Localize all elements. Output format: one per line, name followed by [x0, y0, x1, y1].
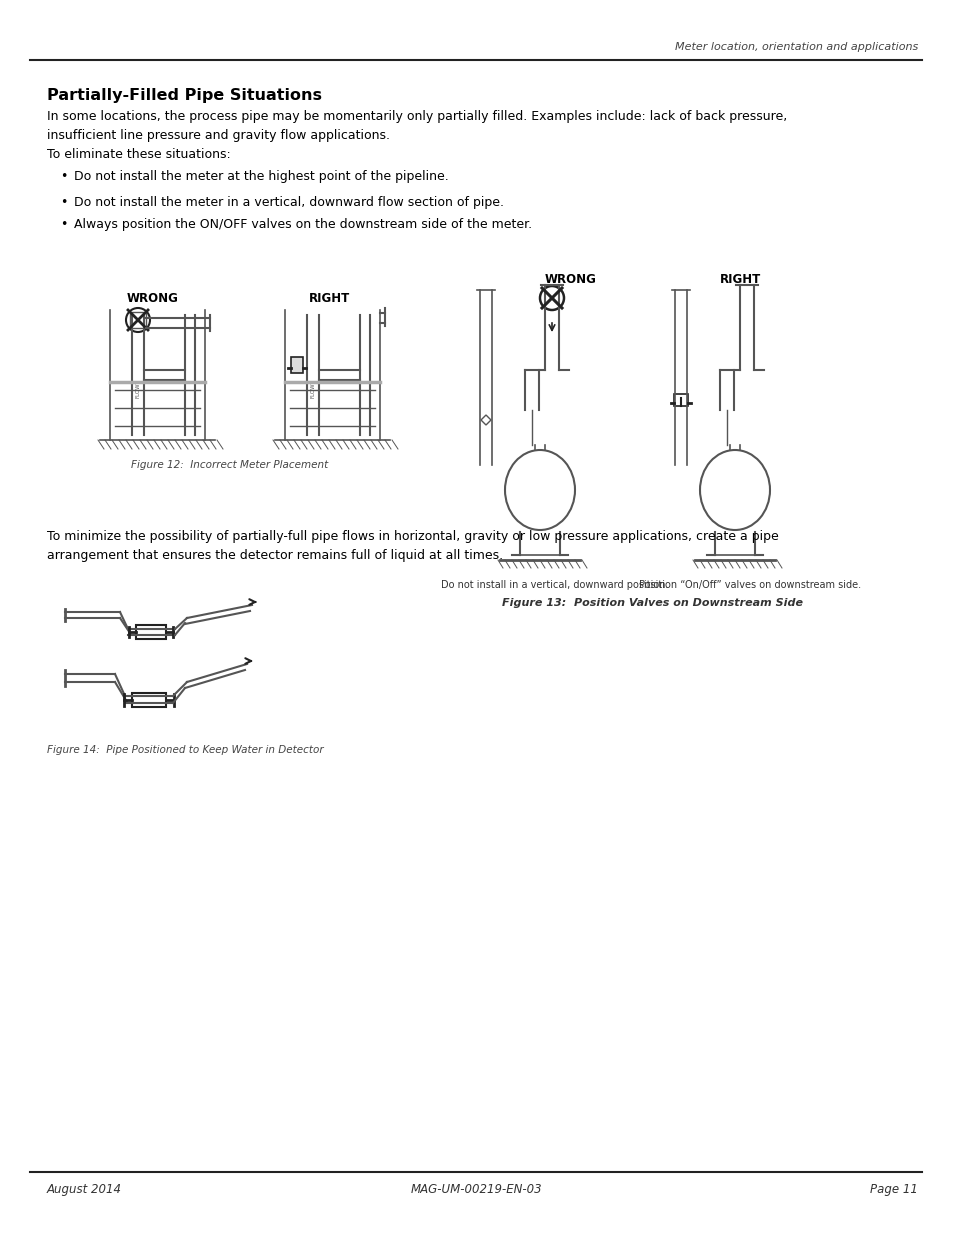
Text: WRONG: WRONG [127, 291, 179, 305]
Text: Position “On/Off” valves on downstream side.: Position “On/Off” valves on downstream s… [639, 580, 861, 590]
Text: Do not install in a vertical, downward position.: Do not install in a vertical, downward p… [441, 580, 668, 590]
Text: Always position the ON/OFF valves on the downstream side of the meter.: Always position the ON/OFF valves on the… [74, 219, 532, 231]
Bar [673, 394, 687, 406]
Text: Page 11: Page 11 [869, 1183, 917, 1195]
Bar [291, 357, 303, 373]
Text: FLOW: FLOW [310, 382, 315, 398]
Bar [130, 312, 146, 329]
Text: Figure 13:  Position Valves on Downstream Side: Figure 13: Position Valves on Downstream… [501, 598, 802, 608]
Text: RIGHT: RIGHT [309, 291, 351, 305]
Bar [136, 625, 167, 638]
Text: August 2014: August 2014 [47, 1183, 122, 1195]
Text: •: • [60, 219, 68, 231]
Text: Do not install the meter at the highest point of the pipeline.: Do not install the meter at the highest … [74, 170, 448, 183]
Bar [132, 693, 166, 706]
Text: Meter location, orientation and applications: Meter location, orientation and applicat… [674, 42, 917, 52]
Text: Partially-Filled Pipe Situations: Partially-Filled Pipe Situations [47, 88, 322, 103]
Text: WRONG: WRONG [544, 273, 597, 287]
Text: To eliminate these situations:: To eliminate these situations: [47, 148, 231, 161]
Text: Figure 14:  Pipe Positioned to Keep Water in Detector: Figure 14: Pipe Positioned to Keep Water… [47, 745, 323, 755]
Text: In some locations, the process pipe may be momentarily only partially filled. Ex: In some locations, the process pipe may … [47, 110, 786, 142]
Text: Do not install the meter in a vertical, downward flow section of pipe.: Do not install the meter in a vertical, … [74, 196, 503, 209]
Text: To minimize the possibility of partially-full pipe flows in horizontal, gravity : To minimize the possibility of partially… [47, 530, 778, 562]
Text: •: • [60, 170, 68, 183]
Text: RIGHT: RIGHT [720, 273, 760, 287]
Text: •: • [60, 196, 68, 209]
Text: FLOW: FLOW [135, 382, 140, 398]
Text: Figure 12:  Incorrect Meter Placement: Figure 12: Incorrect Meter Placement [132, 459, 328, 471]
Text: MAG-UM-00219-EN-03: MAG-UM-00219-EN-03 [411, 1183, 542, 1195]
